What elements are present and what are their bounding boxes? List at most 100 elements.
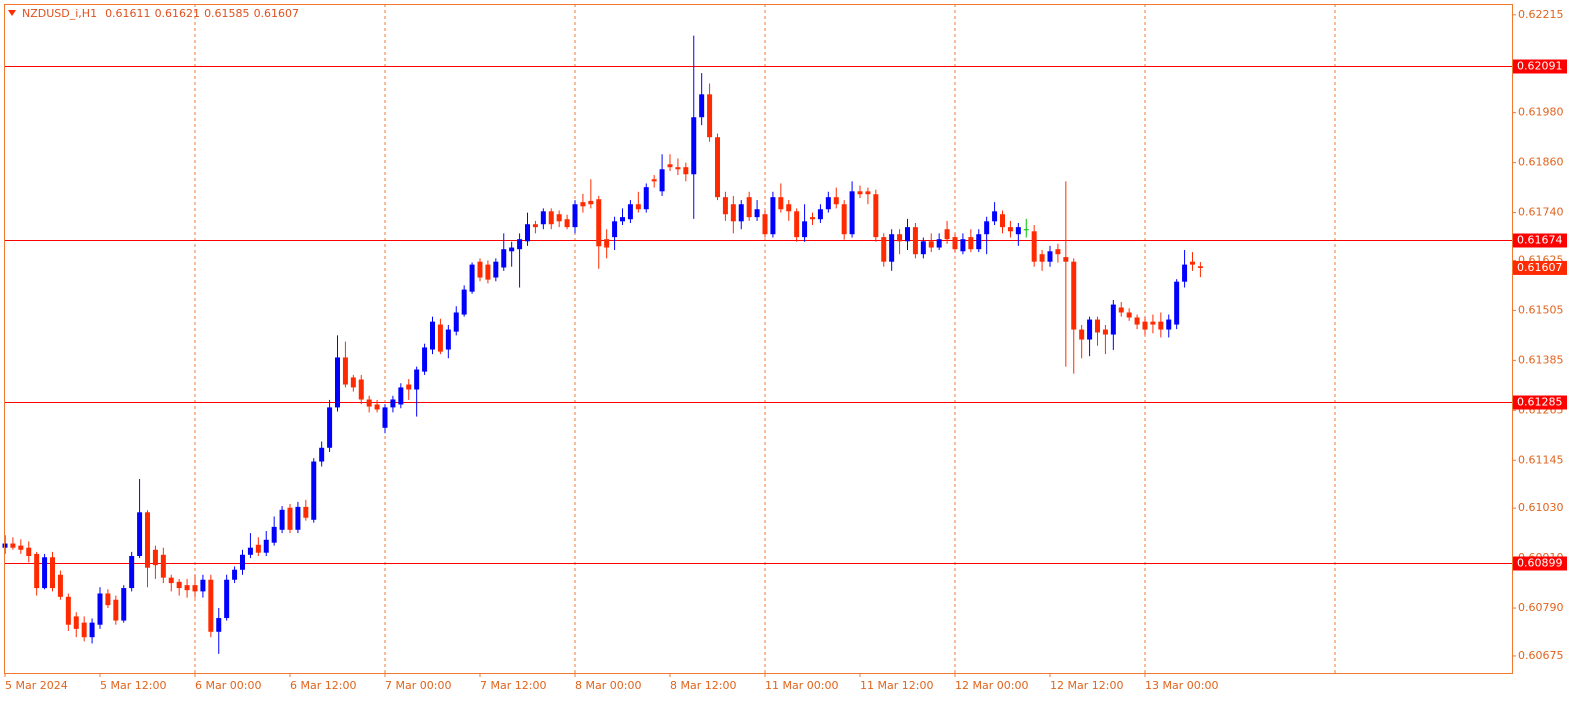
candle-body [762,214,768,235]
candle-body [675,167,681,170]
candle-body [1087,319,1093,340]
candle-body [152,549,158,566]
x-tick-label: 11 Mar 00:00 [765,679,838,692]
candle-body [1039,254,1045,262]
candle-body [889,234,895,262]
x-tick-label: 12 Mar 12:00 [1050,679,1123,692]
candle-body [810,217,815,220]
level-label-box [1513,233,1567,248]
candle-body [232,569,238,580]
candle-body [1102,329,1108,335]
candle-body [493,261,499,278]
candle-body [10,543,16,548]
candle-body [683,167,689,175]
candle-body [430,321,435,350]
candle-body [26,547,32,557]
candle-body [437,324,443,352]
candle-body [778,197,784,210]
chart-header: NZDUSD_i,H1 0.61611 0.61621 0.61585 0.61607 [22,7,299,20]
candle-body [659,169,665,192]
y-tick-label: 0.60675 [1518,649,1564,662]
x-tick-label: 11 Mar 12:00 [860,679,933,692]
candle-body [461,289,467,315]
candle-body [350,377,356,388]
candle-body [477,261,483,278]
candle-body [445,329,451,350]
collapse-icon [8,10,16,16]
x-tick-label: 6 Mar 00:00 [195,679,261,692]
candle-body [746,197,752,218]
candle-body [216,618,222,632]
candle-body [89,622,95,638]
candle-body [184,585,190,591]
candle-body [335,357,340,408]
candle-body [928,241,934,248]
candle-body [263,539,269,553]
candle-body [564,219,570,228]
y-tick-label: 0.61980 [1518,106,1564,119]
candle-body [865,191,871,195]
candle-body [580,202,586,207]
candle-body [532,224,538,228]
candle-body [1166,319,1172,330]
candle-body [802,221,808,238]
candle-body [992,211,998,222]
candle-body [176,581,182,589]
price-label-box [1513,260,1567,275]
plot-frame [4,4,1513,674]
candle-body [667,164,673,168]
y-tick-label: 0.61505 [1518,303,1564,316]
candle-body [1007,227,1013,232]
candle-body [1110,304,1116,335]
candle-body [145,512,150,568]
candle-body [50,557,55,589]
candle-body [366,399,372,407]
x-tick-label: 7 Mar 00:00 [385,679,451,692]
candle-body [1158,321,1164,330]
candle-body [342,357,348,385]
candle-body [327,407,333,448]
candle-body [247,547,253,555]
x-axis: 5 Mar 2024 5 Mar 12:00 6 Mar 00:00 6 Mar 12… [4,673,1218,692]
candle-body [517,239,523,250]
y-tick-label: 0.62215 [1518,8,1564,21]
candle-body [825,197,831,210]
candle-body [881,237,887,262]
candle-body [1055,249,1061,255]
candle-body [572,204,578,228]
candle-body [841,204,847,235]
candle-body [707,94,713,138]
candle-body [97,593,103,625]
header-value: 0.61611 [105,7,151,20]
candle-body [651,179,657,182]
candle-body [540,211,546,225]
candle-body [786,204,792,212]
x-tick-label: 12 Mar 00:00 [955,679,1028,692]
candle-body [382,407,388,428]
candle-body [129,556,135,589]
candle-body [1095,319,1100,333]
candle-body [311,461,317,520]
level-label-box [1513,395,1567,410]
candle-body [1142,321,1148,330]
candle-body [65,596,71,625]
price-label: 0.61607 [1517,261,1563,274]
candle-body [730,204,736,222]
x-tick-label: 5 Mar 2024 [5,679,68,692]
candle-body [160,554,166,578]
candle-body [390,399,396,408]
candle-body [1190,261,1195,265]
candle-body [208,579,214,632]
candle-body [224,579,230,619]
candle-body [255,544,261,553]
candle-body [1000,214,1005,228]
candle-body [976,234,982,250]
candle-body [984,221,990,235]
candle-body [34,553,40,589]
level-label-box [1513,59,1567,74]
candle-body [509,247,515,252]
candle-body [105,593,111,606]
candle-body [612,221,618,238]
